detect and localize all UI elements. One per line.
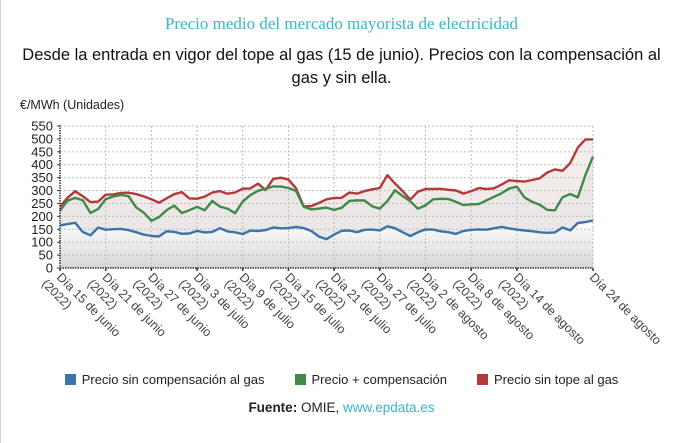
legend-swatch-green [294,374,306,385]
y-tick-label: 0 [46,261,53,276]
legend-item-sin-tope[interactable]: Precio sin tope al gas [477,372,618,387]
chart-title: Precio medio del mercado mayorista de el… [164,14,519,33]
y-axis-label: €/MWh (Unidades) [20,98,125,112]
legend-item-sin-compensacion[interactable]: Precio sin compensación al gas [64,372,265,387]
x-tick-label: Día 24 de agosto [587,270,664,347]
legend-swatch-blue [64,374,76,385]
y-tick-label: 300 [31,183,53,198]
y-tick-label: 550 [31,119,53,134]
axes [57,125,594,271]
y-tick-label: 500 [31,131,53,146]
chart-subtitle: Desde la entrada en vigor del tope al ga… [22,46,661,87]
legend-label: Precio + compensación [311,372,448,387]
y-tick-label: 400 [31,157,53,172]
series-line-1 [59,156,595,222]
legend-swatch-red [477,374,489,385]
y-tick-label: 200 [31,209,53,224]
series-line-0 [59,138,593,208]
legend-item-compensacion[interactable]: Precio + compensación [294,372,448,387]
y-tick-label: 150 [31,222,53,237]
y-tick-label: 100 [31,235,53,250]
x-tick-label-line1: Día 24 de agosto [587,270,664,347]
y-tick-label: 50 [39,248,53,263]
y-tick-label: 350 [31,170,53,185]
source-link[interactable]: www.epdata.es [342,400,435,415]
source-note: Fuente: OMIE, www.epdata.es [0,400,683,415]
y-tick-label: 250 [31,196,53,211]
x-tick-labels: Día 15 de junio(2022) Día 21 de junio(202… [39,270,664,347]
series-lines [59,138,595,241]
legend: Precio sin compensación al gas Precio + … [0,372,683,387]
legend-label: Precio sin tope al gas [494,372,619,387]
y-tick-label: 450 [31,144,53,159]
series-line-2 [59,219,594,241]
legend-label: Precio sin compensación al gas [81,372,265,387]
source-text: OMIE, [300,400,340,415]
source-label: Fuente: [248,400,298,415]
